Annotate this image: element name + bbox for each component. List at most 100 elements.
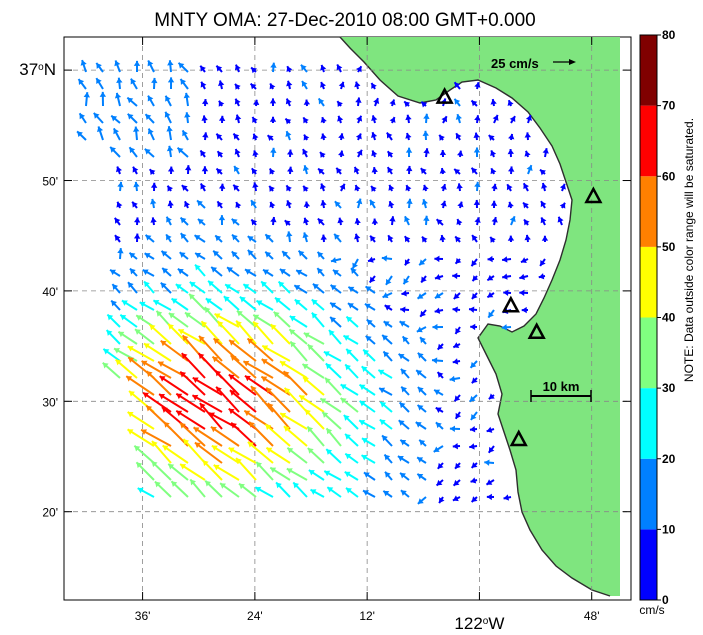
current-vector-head <box>333 269 339 276</box>
current-vector-head <box>540 169 546 176</box>
current-vector-head <box>337 115 344 122</box>
current-vector-head <box>469 395 476 402</box>
current-vector-head <box>303 201 311 207</box>
current-vector-head <box>213 250 220 257</box>
current-vector-head <box>472 275 479 282</box>
current-vector-head <box>269 168 276 175</box>
current-vector-head <box>371 185 377 192</box>
current-vector-head <box>270 467 277 474</box>
current-vector-head <box>284 220 291 227</box>
current-vector-head <box>127 429 134 435</box>
current-vector-head <box>151 441 158 447</box>
current-vector-head <box>364 303 371 310</box>
current-vector-head <box>490 200 498 206</box>
current-vector-head <box>225 284 232 290</box>
current-vector-head <box>307 426 314 433</box>
current-vector-head <box>120 314 127 321</box>
current-vector-head <box>253 321 259 328</box>
lon-tick-label: 12' <box>359 609 375 623</box>
current-vector-head <box>161 250 168 257</box>
current-vector-head <box>406 165 413 172</box>
current-vector-head <box>141 429 148 435</box>
current-vector-head <box>215 235 222 242</box>
current-vector-head <box>217 201 223 208</box>
current-vector-head <box>417 293 424 299</box>
current-vector-head <box>400 439 407 446</box>
lat-tick-label: 30' <box>42 395 58 409</box>
current-vector <box>228 373 257 396</box>
current-vector <box>177 328 206 345</box>
current-vector-head <box>452 442 458 450</box>
current-vector-head <box>129 147 136 154</box>
current-vector-head <box>362 490 369 496</box>
current-vector-head <box>287 447 294 454</box>
current-vector-head <box>201 99 209 105</box>
current-vector-head <box>452 272 458 280</box>
current-vector-head <box>355 97 362 103</box>
lat-tick-label: 50' <box>42 175 58 189</box>
current-vector-head <box>305 409 311 416</box>
current-vector-head <box>490 99 497 105</box>
current-vector-head <box>133 233 141 239</box>
current-vector-head <box>129 252 136 259</box>
current-vector-head <box>542 148 549 154</box>
current-vector-head <box>439 168 446 174</box>
current-vector-head <box>384 305 391 311</box>
current-vector-head <box>420 337 426 344</box>
current-vector-head <box>166 234 172 241</box>
reference-vector: 25 cm/s <box>491 56 576 71</box>
current-vector-head <box>111 300 117 307</box>
colorbar-tick-label: 30 <box>662 381 676 395</box>
current-vector-head <box>289 329 296 335</box>
current-vector-head <box>473 132 480 139</box>
current-vector-head <box>210 426 217 433</box>
current-vector-head <box>404 216 410 223</box>
current-vector-head <box>378 369 385 376</box>
current-vector-head <box>455 412 462 419</box>
current-vector-head <box>183 92 191 99</box>
current-vector-head <box>397 456 404 462</box>
current-vector-head <box>474 181 481 188</box>
current-vector-head <box>127 113 134 120</box>
current-vector-head <box>320 234 327 240</box>
current-vector <box>211 444 240 464</box>
current-vector-head <box>521 306 527 314</box>
current-vector-head <box>422 130 429 136</box>
current-vector-head <box>83 92 90 98</box>
current-vector-head <box>99 91 107 97</box>
current-vector-head <box>328 329 335 336</box>
current-vector-head <box>509 216 516 223</box>
current-vector-head <box>398 420 405 426</box>
current-vector-head <box>449 425 456 433</box>
current-vector-head <box>421 199 428 205</box>
current-vector-head <box>325 377 331 384</box>
current-vector-head <box>503 289 509 297</box>
current-vector-head <box>223 296 230 302</box>
current-vector-head <box>147 95 154 102</box>
current-vector-head <box>348 286 355 293</box>
current-vector-head <box>417 352 424 359</box>
current-vector-head <box>135 329 141 335</box>
current-vector <box>216 320 240 345</box>
current-vector-head <box>492 114 499 121</box>
current-vector-head <box>524 150 531 157</box>
current-vector-head <box>416 326 423 333</box>
current-vector-head <box>261 281 267 288</box>
colorbar-tick-label: 60 <box>662 169 676 183</box>
current-vector-head <box>117 181 124 188</box>
current-vector <box>162 444 189 464</box>
current-vector-head <box>488 311 494 318</box>
current-vector-head <box>178 62 185 69</box>
current-vector-head <box>350 268 357 275</box>
current-vector-head <box>205 298 212 304</box>
current-vector-head <box>234 98 241 105</box>
current-vector-head <box>216 386 222 393</box>
current-vector-head <box>420 168 427 175</box>
current-vector-head <box>184 112 191 118</box>
current-vector <box>261 344 291 362</box>
current-vector-head <box>389 99 396 106</box>
current-vector-head <box>130 268 136 275</box>
current-vector-head <box>270 147 277 153</box>
current-vector-head <box>559 202 566 209</box>
current-vector-head <box>234 165 240 172</box>
